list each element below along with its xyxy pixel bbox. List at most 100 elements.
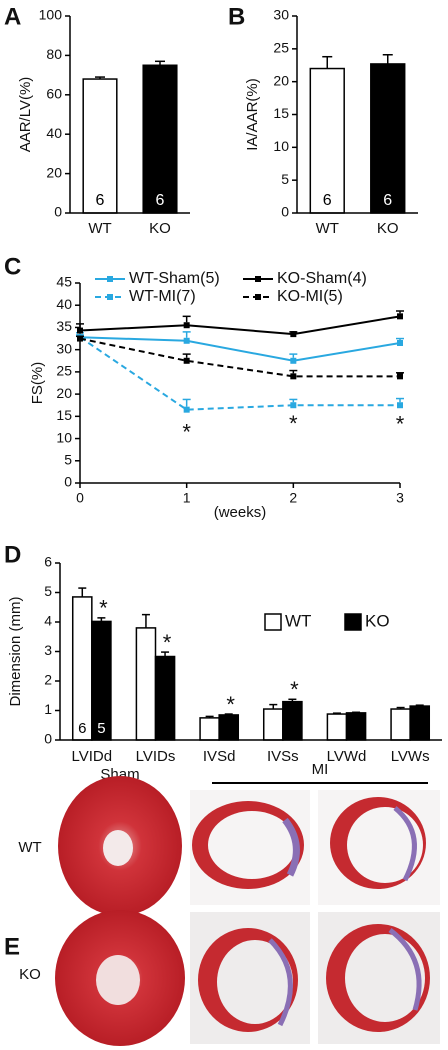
x-tick-label: KO bbox=[377, 220, 399, 237]
n-label: 6 bbox=[383, 192, 392, 209]
marker bbox=[290, 357, 297, 364]
x-tick-label: LVWd bbox=[327, 748, 367, 765]
marker bbox=[290, 402, 297, 409]
y-tick-label: 60 bbox=[46, 86, 62, 102]
infarct bbox=[268, 938, 293, 1027]
y-axis-label: AAR/LV(%) bbox=[17, 77, 34, 153]
y-tick-label: 80 bbox=[46, 46, 62, 62]
significance-mark: * bbox=[289, 411, 298, 436]
x-tick-label: IVSd bbox=[203, 748, 236, 765]
y-tick-label: 4 bbox=[44, 613, 52, 629]
marker bbox=[397, 402, 403, 409]
y-tick-label: 40 bbox=[46, 125, 62, 141]
significance-mark: * bbox=[99, 596, 108, 621]
column-label: MI bbox=[312, 761, 329, 778]
n-label: 6 bbox=[78, 720, 86, 737]
x-tick-label: LVIDs bbox=[136, 748, 176, 765]
heart-lumen bbox=[208, 811, 296, 879]
y-tick-label: 20 bbox=[273, 72, 289, 88]
y-tick-label: 5 bbox=[281, 171, 289, 187]
y-tick-label: 30 bbox=[56, 340, 72, 356]
y-tick-label: 10 bbox=[56, 429, 72, 445]
y-tick-label: 25 bbox=[273, 40, 289, 56]
infarct bbox=[393, 806, 417, 882]
y-tick-label: 1 bbox=[44, 701, 52, 717]
legend-label: KO bbox=[365, 611, 390, 630]
marker bbox=[77, 327, 83, 334]
bar bbox=[154, 655, 176, 741]
y-tick-label: 10 bbox=[273, 138, 289, 154]
marker bbox=[397, 373, 403, 380]
x-tick-label: KO bbox=[149, 220, 171, 237]
y-tick-label: 0 bbox=[54, 204, 62, 220]
marker bbox=[183, 337, 190, 344]
bar bbox=[218, 714, 240, 741]
n-label: 5 bbox=[97, 720, 105, 737]
legend-swatch bbox=[264, 613, 282, 631]
bar bbox=[326, 713, 348, 741]
significance-mark: * bbox=[163, 630, 172, 655]
n-label: 6 bbox=[96, 192, 105, 209]
bar bbox=[345, 712, 367, 741]
bar bbox=[262, 708, 284, 741]
legend-swatch bbox=[344, 613, 362, 631]
bar bbox=[282, 700, 303, 741]
panel-e: E Sham MI WT KO bbox=[4, 761, 440, 1046]
legend-label: KO-MI(5) bbox=[277, 288, 343, 305]
series-line bbox=[79, 336, 400, 411]
x-tick-label: 1 bbox=[183, 490, 191, 506]
y-tick-label: 20 bbox=[46, 164, 62, 180]
series-line bbox=[79, 315, 401, 336]
y-tick-label: 100 bbox=[39, 7, 63, 23]
row-label: KO bbox=[19, 966, 41, 983]
y-tick-label: 0 bbox=[64, 474, 72, 490]
y-tick-label: 0 bbox=[281, 204, 289, 220]
legend-marker bbox=[107, 276, 113, 282]
heart-lumen bbox=[347, 807, 423, 883]
marker bbox=[290, 373, 297, 380]
y-tick-label: 5 bbox=[64, 451, 72, 467]
significance-mark: * bbox=[396, 412, 405, 437]
marker bbox=[290, 331, 297, 338]
x-tick-label: WT bbox=[88, 220, 111, 237]
legend-marker bbox=[255, 294, 261, 300]
x-tick-label: IVSs bbox=[267, 748, 299, 765]
heart-lumen bbox=[103, 830, 133, 866]
y-tick-label: 6 bbox=[44, 554, 52, 570]
bar bbox=[142, 64, 178, 214]
y-tick-label: 25 bbox=[56, 363, 72, 379]
series-line bbox=[79, 337, 400, 378]
marker bbox=[397, 313, 403, 320]
y-tick-label: 5 bbox=[44, 583, 52, 599]
row-label: WT bbox=[18, 839, 41, 856]
significance-mark: * bbox=[182, 420, 191, 445]
legend-label: WT-Sham(5) bbox=[129, 270, 220, 287]
infarct bbox=[282, 817, 300, 877]
x-tick-label: LVIDd bbox=[72, 748, 113, 765]
bar bbox=[135, 627, 157, 741]
bar bbox=[390, 708, 411, 741]
bar bbox=[409, 705, 431, 741]
panel-letter: A bbox=[4, 3, 21, 30]
x-tick-label: LVWs bbox=[391, 748, 430, 765]
bar bbox=[199, 717, 220, 741]
y-axis-label: IA/AAR(%) bbox=[244, 78, 261, 151]
y-tick-label: 45 bbox=[56, 274, 72, 290]
n-label: 6 bbox=[323, 192, 332, 209]
marker bbox=[77, 335, 83, 342]
series-line bbox=[79, 336, 401, 362]
panel-letter: C bbox=[4, 253, 21, 280]
panel-letter: B bbox=[228, 3, 245, 30]
y-tick-label: 0 bbox=[44, 731, 52, 747]
y-axis-label: FS(%) bbox=[29, 362, 46, 405]
legend-label: WT-MI(7) bbox=[129, 288, 196, 305]
bar bbox=[370, 63, 406, 214]
y-tick-label: 15 bbox=[273, 105, 289, 121]
x-tick-label: 2 bbox=[289, 490, 297, 506]
y-tick-label: 30 bbox=[273, 7, 289, 23]
legend-marker bbox=[255, 276, 261, 282]
n-label: 6 bbox=[156, 192, 165, 209]
legend-label: KO-Sham(4) bbox=[277, 270, 367, 287]
marker bbox=[397, 340, 403, 346]
